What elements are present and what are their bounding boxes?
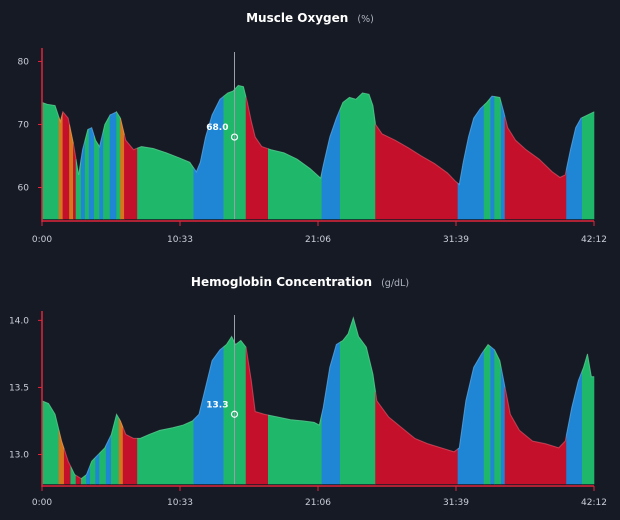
hemoglobin-x-tick: 42:12 <box>581 498 607 508</box>
muscle-oxygen-x-tick: 21:06 <box>305 235 331 245</box>
muscle-oxygen-zone-blue <box>321 108 341 220</box>
hemoglobin-concentration-zone-green <box>339 316 376 485</box>
hemoglobin-x-tick: 0:00 <box>32 498 52 508</box>
muscle-oxygen-cursor-value: 68.0 <box>206 123 228 133</box>
hemoglobin-y-tick: 13.5 <box>9 383 29 393</box>
hemoglobin-concentration-zone-blue <box>95 452 100 485</box>
muscle-oxygen-zone-red <box>62 111 70 220</box>
hemoglobin-concentration-zone-orange <box>58 430 65 485</box>
hemoglobin-concentration-zone-green <box>581 353 595 485</box>
hemoglobin-x-tick: 21:06 <box>305 498 331 508</box>
muscle-oxygen-zone-green <box>116 110 121 220</box>
muscle-oxygen-zone-green <box>84 128 90 220</box>
muscle-oxygen-cursor-marker <box>230 133 239 141</box>
hemoglobin-concentration-zone-green <box>494 349 502 485</box>
muscle-oxygen-zone-green <box>94 135 100 220</box>
hemoglobin-outline <box>41 315 594 480</box>
hemoglobin-concentration-zone-green <box>70 466 77 485</box>
hemoglobin-cursor-marker <box>230 410 239 418</box>
hemoglobin-ticks: 13.0 13.5 14.0 0:00 10:33 21:06 31:39 42… <box>9 316 607 508</box>
muscle-oxygen-title: Muscle Oxygen <box>246 11 348 25</box>
muscle-oxygen-title-line: Muscle Oxygen (%) <box>246 7 374 26</box>
muscle-oxygen-zone-green <box>75 158 82 220</box>
hemoglobin-chart: Hemoglobin Concentration (g/dL) 13.0 13.… <box>9 271 607 508</box>
muscle-oxygen-x-tick: 10:33 <box>167 235 193 245</box>
hemoglobin-concentration-zone-blue <box>490 346 495 485</box>
muscle-oxygen-zone-red <box>504 117 567 220</box>
muscle-oxygen-zone-orange <box>58 111 64 220</box>
hemoglobin-concentration-zone-blue <box>105 434 112 485</box>
muscle-oxygen-zone-blue <box>109 111 117 220</box>
hemoglobin-title: Hemoglobin Concentration <box>191 275 372 289</box>
hemoglobin-concentration-zone-blue <box>457 349 485 485</box>
muscle-oxygen-y-tick: 70 <box>18 120 30 130</box>
muscle-oxygen-x-tick: 0:00 <box>32 235 52 245</box>
hemoglobin-y-tick: 13.0 <box>9 450 29 460</box>
hemoglobin-concentration-zone-green <box>90 456 96 485</box>
muscle-oxygen-zone-green <box>581 111 595 220</box>
hemoglobin-concentration-zone-red <box>504 387 567 485</box>
muscle-oxygen-zone-blue <box>88 127 95 220</box>
hemoglobin-concentration-zone-orange <box>118 417 124 485</box>
hemoglobin-concentration-zone-green <box>41 400 60 485</box>
hemoglobin-concentration-zone-green <box>267 413 323 485</box>
muscle-oxygen-zone-green <box>41 101 60 220</box>
hemoglobin-concentration-zone-blue <box>566 370 583 485</box>
muscle-oxygen-zone-blue <box>80 139 86 220</box>
hemoglobin-concentration-zone-red <box>63 449 72 485</box>
muscle-oxygen-zone-green <box>267 148 323 220</box>
muscle-oxygen-zone-green <box>137 146 195 220</box>
muscle-oxygen-ticks: 60 70 80 0:00 10:33 21:06 31:39 42:12 <box>18 57 607 245</box>
muscle-oxygen-zone-green <box>494 96 502 220</box>
hemoglobin-concentration-zone-red <box>375 391 459 485</box>
muscle-oxygen-zone-blue <box>490 95 495 220</box>
muscle-oxygen-zone-blue <box>193 95 225 220</box>
muscle-oxygen-x-tick: 42:12 <box>581 235 607 245</box>
muscle-oxygen-zone-green <box>483 96 491 220</box>
hemoglobin-title-line: Hemoglobin Concentration (g/dL) <box>191 271 409 290</box>
hemoglobin-unit: (g/dL) <box>381 278 409 289</box>
muscle-oxygen-zone-blue <box>500 102 506 220</box>
hemoglobin-concentration-zone-green <box>111 413 120 485</box>
hemoglobin-concentration-zone-green <box>99 444 107 485</box>
hemoglobin-y-tick: 14.0 <box>9 316 29 326</box>
muscle-oxygen-x-tick: 31:39 <box>443 235 469 245</box>
muscle-oxygen-y-tick: 80 <box>18 57 30 67</box>
muscle-oxygen-chart: Muscle Oxygen (%) 60 70 80 0:00 10:33 21… <box>18 7 607 245</box>
hemoglobin-x-tick: 10:33 <box>167 498 193 508</box>
muscle-oxygen-zone-red <box>245 97 269 220</box>
hemoglobin-cursor-value: 13.3 <box>206 400 228 410</box>
muscle-oxygen-areas <box>41 85 595 220</box>
muscle-oxygen-unit: (%) <box>357 14 373 25</box>
hemoglobin-areas <box>41 316 595 485</box>
muscle-oxygen-y-tick: 60 <box>18 183 30 193</box>
muscle-oxygen-outline <box>41 84 595 186</box>
muscle-oxygen-zone-green <box>103 113 111 220</box>
muscle-oxygen-zone-blue <box>457 104 485 220</box>
muscle-oxygen-zone-green <box>339 92 376 220</box>
hemoglobin-concentration-zone-green <box>483 344 491 485</box>
hemoglobin-x-tick: 31:39 <box>443 498 469 508</box>
